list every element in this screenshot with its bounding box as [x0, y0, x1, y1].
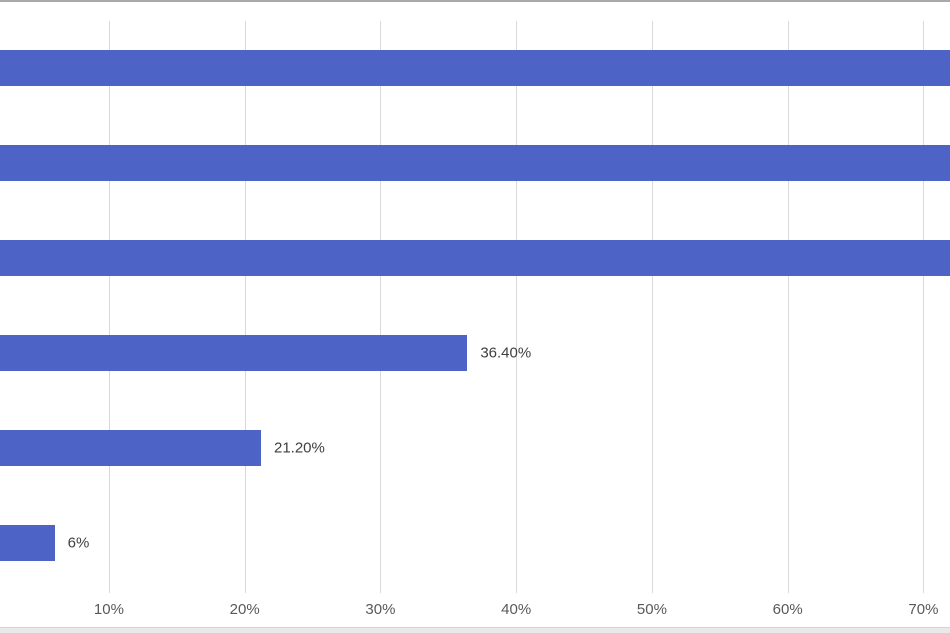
x-axis-tick-label: 20% — [229, 601, 260, 618]
bar — [0, 429, 261, 466]
vertical-gridline — [787, 21, 789, 593]
vertical-gridline — [651, 21, 653, 593]
bar — [0, 524, 55, 561]
x-axis-tick-label: 10% — [93, 601, 124, 618]
bar — [0, 145, 950, 182]
vertical-gridline — [923, 21, 925, 593]
x-axis-tick-label: 50% — [636, 601, 667, 618]
bar — [0, 334, 468, 371]
bar — [0, 50, 950, 87]
vertical-gridline — [108, 21, 110, 593]
vertical-gridline — [380, 21, 382, 593]
bottom-edge-strip — [0, 627, 950, 633]
vertical-gridline — [244, 21, 246, 593]
vertical-gridline — [516, 21, 518, 593]
x-axis-tick-label: 60% — [772, 601, 803, 618]
bar-data-label: 21.20% — [273, 439, 325, 457]
bar — [0, 240, 950, 277]
bar-data-label: 36.40% — [480, 344, 532, 362]
x-axis-tick-label: 70% — [908, 601, 939, 618]
bar-data-label: 6% — [67, 534, 90, 552]
top-border-line — [0, 0, 950, 2]
x-axis-tick-label: 30% — [365, 601, 396, 618]
x-axis-tick-label: 40% — [501, 601, 532, 618]
